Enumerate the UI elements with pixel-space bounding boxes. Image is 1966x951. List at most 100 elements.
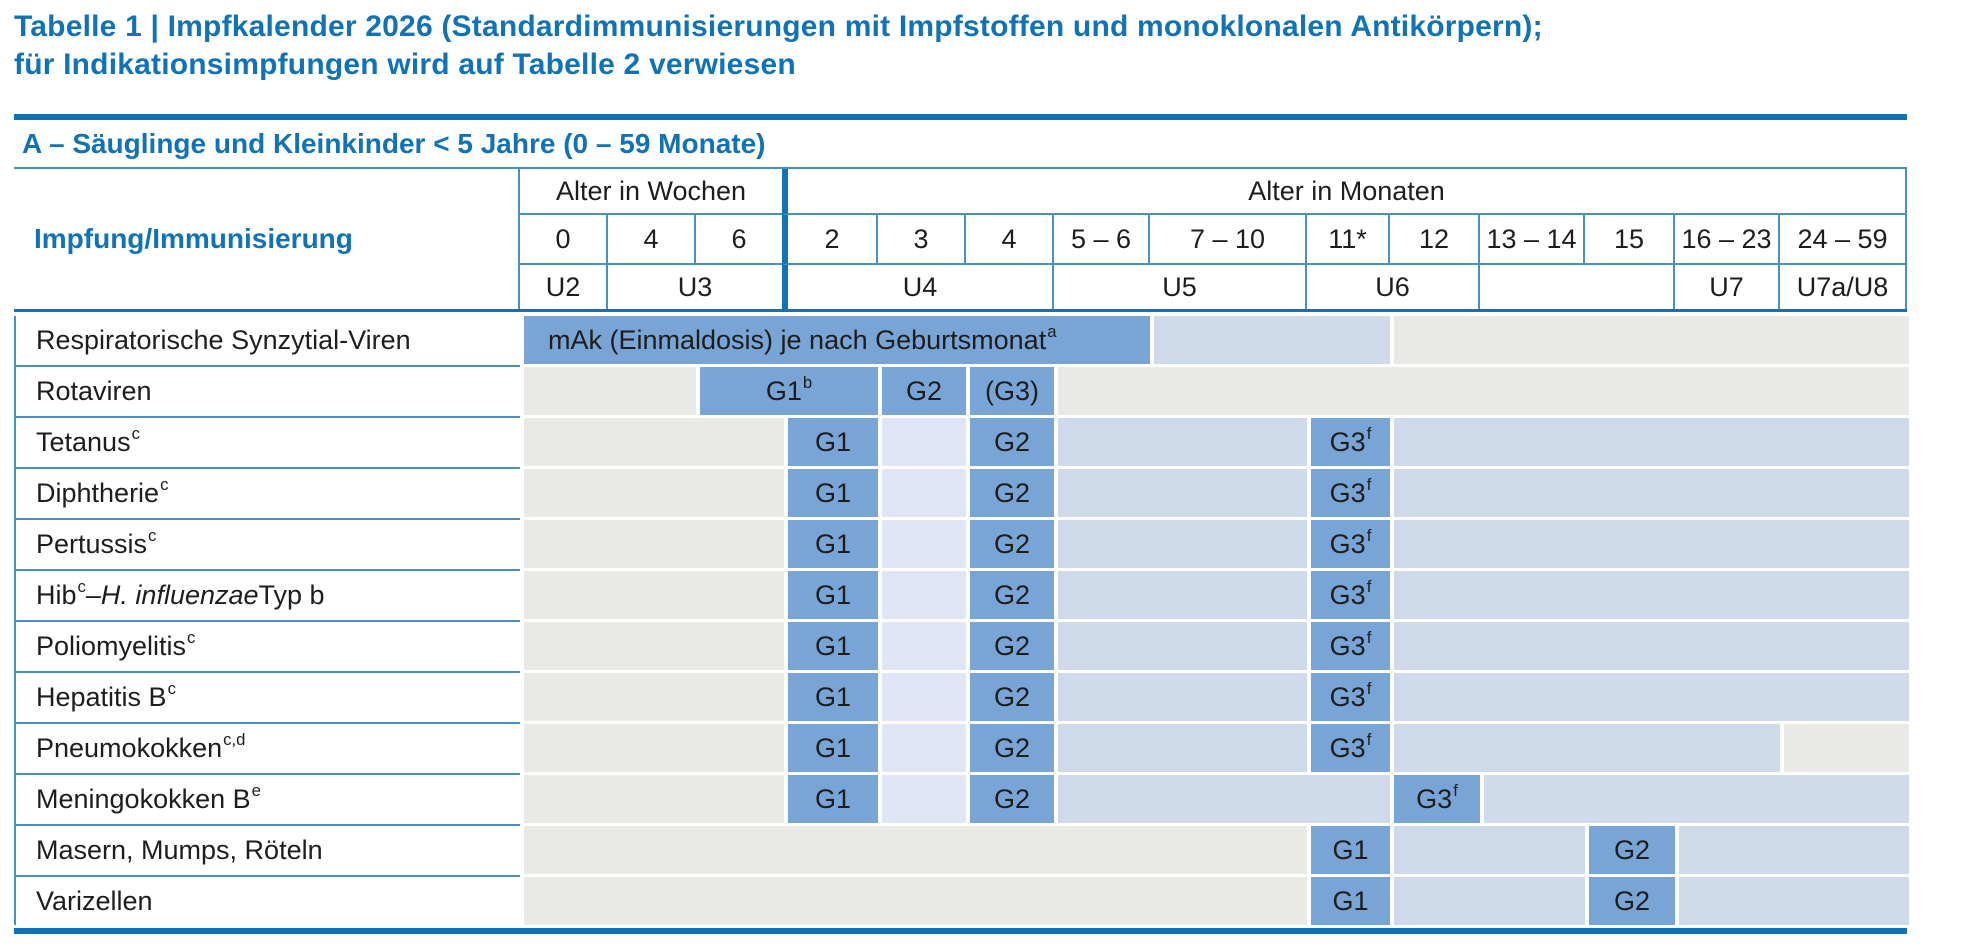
row-label: Hib c – H. influenzae Typ b [14, 571, 520, 622]
range-cell [1390, 418, 1909, 466]
range-cell [1054, 571, 1307, 619]
schedule-row: Masern, Mumps, Röteln G1 G2 [14, 826, 1909, 877]
range-cell [1054, 469, 1307, 517]
dose-cell: G2 [966, 520, 1054, 568]
range-cell [1054, 367, 1909, 415]
range-cell [520, 571, 784, 619]
dose-cell: G1 [784, 724, 878, 772]
dose-cell: G2 [966, 622, 1054, 670]
dose-cell: (G3) [966, 367, 1054, 415]
dose-cell: G2 [1585, 826, 1675, 874]
dose-cell: G3 f [1307, 571, 1390, 619]
dose-cell: G3 f [1307, 622, 1390, 670]
range-cell [878, 571, 966, 619]
dose-cell: G1 b [696, 367, 878, 415]
month-column-header-5-6: 5 – 6 [1052, 215, 1148, 265]
row-label: Rotaviren [14, 367, 520, 418]
table-header: Impfung/Immunisierung Alter in Wochen Al… [14, 167, 1907, 309]
top-rule [14, 114, 1907, 120]
month-column-header-7-10: 7 – 10 [1148, 215, 1305, 265]
range-cell [878, 673, 966, 721]
range-cell [1480, 775, 1909, 823]
range-cell [1054, 775, 1390, 823]
schedule-row: Hib c – H. influenzae Typ b G1 G2 G3 f [14, 571, 1909, 622]
header-bottom-rule [14, 309, 1907, 312]
u-exam-cell-empty [1478, 265, 1673, 309]
schedule-body: Respiratorische Synzytial-Viren mAk (Einm… [14, 316, 1909, 925]
u-exam-cell-u6: U6 [1305, 265, 1478, 309]
range-cell [1390, 673, 1909, 721]
range-cell [1054, 673, 1307, 721]
row-label: Pertussis c [14, 520, 520, 571]
table-title-line2: für Indikationsimpfungen wird auf Tabell… [14, 48, 796, 81]
range-cell [1054, 622, 1307, 670]
row-label: Varizellen [36, 885, 153, 916]
dose-cell: G1 [784, 622, 878, 670]
range-cell [878, 418, 966, 466]
dose-cell: G3 f [1307, 724, 1390, 772]
range-cell [1150, 316, 1390, 364]
dose-cell: G1 [784, 673, 878, 721]
schedule-row: Varizellen G1 G2 [16, 877, 1909, 925]
dose-cell: G2 [966, 418, 1054, 466]
range-cell [1390, 469, 1909, 517]
range-cell [1390, 571, 1909, 619]
age-group-weeks-header: Alter in Wochen [518, 169, 782, 215]
schedule-row: Diphtherie c G1 G2 G3 f [14, 469, 1909, 520]
u-exam-cell-u2: U2 [518, 265, 606, 309]
week-column-header-0: 0 [518, 215, 606, 265]
dose-cell: G3 f [1307, 469, 1390, 517]
range-cell [1390, 826, 1585, 874]
range-cell [1675, 826, 1909, 874]
month-column-header-13-14: 13 – 14 [1478, 215, 1583, 265]
range-cell [1390, 316, 1909, 364]
month-column-header-2: 2 [782, 215, 876, 265]
u-exam-cell-u4: U4 [782, 265, 1052, 309]
u-exam-cell-u7: U7 [1673, 265, 1778, 309]
section-a-header: A – Säuglinge und Kleinkinder < 5 Jahre … [22, 127, 766, 159]
month-column-header-11: 11* [1305, 215, 1388, 265]
row-label: Pneumokokken c,d [14, 724, 520, 775]
range-cell [878, 469, 966, 517]
u-exam-cell-u7a-u8: U7a/U8 [1778, 265, 1907, 309]
range-cell [520, 622, 784, 670]
range-cell [1054, 724, 1307, 772]
range-cell [520, 877, 1307, 925]
range-cell [1780, 724, 1909, 772]
dose-cell: G2 [966, 673, 1054, 721]
dose-cell: G1 [1307, 877, 1390, 925]
range-cell [520, 826, 1307, 874]
range-cell [520, 775, 784, 823]
u-exam-cell-u3: U3 [606, 265, 782, 309]
column-group-label: Impfung/Immunisierung [34, 223, 353, 254]
dose-cell: G3 f [1390, 775, 1480, 823]
table-title: Tabelle 1 | Impfkalender 2026 (Standardi… [14, 8, 1966, 84]
range-cell [520, 520, 784, 568]
range-cell [520, 724, 784, 772]
range-cell [1054, 418, 1307, 466]
schedule-row: Tetanus c G1 G2 G3 f [14, 418, 1909, 469]
dose-cell: G2 [878, 367, 966, 415]
dose-cell: mAk (Einmaldosis) je nach Geburtsmonat a [520, 316, 1150, 364]
dose-cell: G3 f [1307, 520, 1390, 568]
row-label: Respiratorische Synzytial-Viren [14, 316, 520, 367]
row-label: Diphtherie c [14, 469, 520, 520]
schedule-row: Respiratorische Synzytial-Viren mAk (Einm… [14, 316, 1909, 367]
month-column-header-3: 3 [876, 215, 964, 265]
row-label: Tetanus c [14, 418, 520, 469]
dose-cell: G1 [784, 520, 878, 568]
u-exam-cell-u5: U5 [1052, 265, 1305, 309]
range-cell [1390, 724, 1780, 772]
dose-cell: G2 [966, 469, 1054, 517]
month-column-header-12: 12 [1388, 215, 1478, 265]
dose-cell: G2 [966, 775, 1054, 823]
range-cell [1675, 877, 1909, 925]
range-cell [878, 775, 966, 823]
month-column-header-16-23: 16 – 23 [1673, 215, 1778, 265]
month-column-header-15: 15 [1583, 215, 1673, 265]
